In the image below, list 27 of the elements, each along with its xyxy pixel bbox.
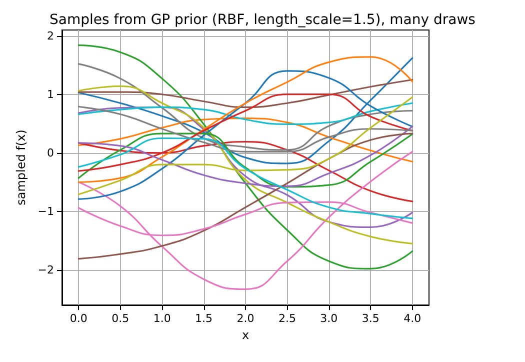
line-series <box>78 85 414 244</box>
x-tick-label: 1.5 <box>195 312 213 325</box>
x-tick-label: 3.5 <box>362 312 380 325</box>
x-tick-label: 0.5 <box>112 312 130 325</box>
line-series <box>78 56 414 183</box>
x-tick-label: 3.0 <box>320 312 338 325</box>
line-series <box>78 137 414 220</box>
line-series <box>78 63 414 151</box>
y-axis-title: sampled f(x) <box>14 130 28 206</box>
y-tick-label: −1 <box>38 204 54 218</box>
y-tick-label: −2 <box>38 263 54 276</box>
line-series <box>78 150 414 290</box>
x-tick-label: 2.0 <box>236 312 254 325</box>
x-axis-title: x <box>242 328 250 342</box>
x-tick-label: 0.0 <box>70 312 88 325</box>
chart-title: Samples from GP prior (RBF, length_scale=1.5), many draws <box>50 12 476 28</box>
y-tick-label: 0 <box>47 146 54 160</box>
y-tick-label: 1 <box>47 88 54 101</box>
x-tick-label: 4.0 <box>404 312 422 325</box>
line-series <box>78 132 414 260</box>
line-series <box>78 106 414 228</box>
line-series <box>78 78 414 108</box>
x-tick-label: 1.0 <box>153 312 171 325</box>
x-tick-label: 2.5 <box>278 312 296 325</box>
line-series <box>78 102 414 125</box>
y-tick-label: 2 <box>47 29 54 42</box>
line-series <box>78 44 414 270</box>
